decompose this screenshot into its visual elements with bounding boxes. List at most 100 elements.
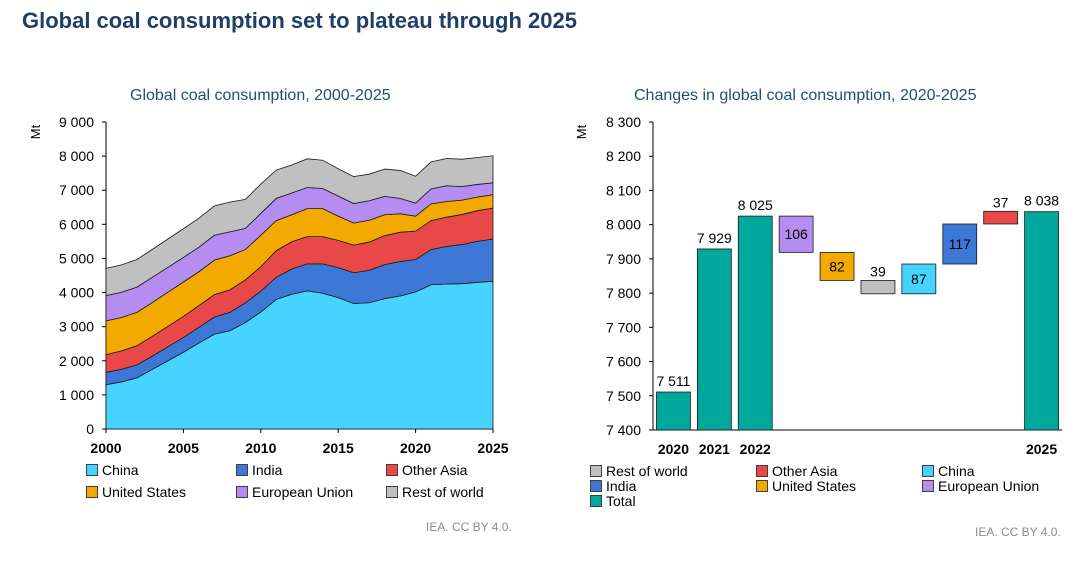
- bar-value-label: 7 511: [656, 373, 690, 389]
- legend-swatch: [756, 480, 768, 492]
- y-tick-label: 7 500: [606, 388, 641, 404]
- legend-label: India: [606, 478, 637, 494]
- y-tick-label: 8 200: [606, 148, 641, 164]
- bar-value-label: 37: [993, 194, 1009, 210]
- x-tick-label: 2010: [245, 440, 276, 456]
- legend-swatch: [922, 480, 934, 492]
- waterfall-chart: 7 400 7 500 7 600 7 700 7 800 7 900 8 000 8 100…: [574, 114, 1062, 457]
- y-tick-label: 4 000: [59, 285, 94, 301]
- legend-label: Rest of world: [402, 484, 484, 500]
- x-tick-label: 2025: [477, 440, 508, 456]
- legend-item-total: Total: [590, 493, 636, 509]
- area-rest-of-world: [105, 155, 494, 297]
- legend-swatch: [590, 495, 602, 507]
- bar-other-asia: [983, 210, 1019, 225]
- bar-total: [696, 248, 732, 431]
- x-tick-label: 2020: [400, 440, 431, 456]
- legend-label: Rest of world: [606, 463, 688, 479]
- area-chart-title: Global coal consumption, 2000-2025: [130, 87, 391, 104]
- credit-right: IEA. CC BY 4.0.: [975, 525, 1061, 539]
- legend-label: China: [938, 463, 975, 479]
- bar-total: [656, 391, 691, 431]
- legend-item-united-states: United States: [756, 478, 856, 494]
- legend-swatch: [86, 486, 98, 498]
- legend-swatch: [590, 465, 602, 477]
- bar-total: [1024, 211, 1059, 431]
- y-tick-label: 2 000: [59, 353, 94, 369]
- y-tick-label: 8 300: [606, 114, 641, 130]
- legend-item-other-asia: Other Asia: [386, 462, 467, 478]
- legend-item-china: China: [922, 463, 975, 479]
- y-tick-label: 8 000: [59, 148, 94, 164]
- x-tick-label: 2015: [323, 440, 354, 456]
- legend-swatch: [756, 465, 768, 477]
- bar-value-label: 106: [784, 226, 808, 242]
- y-tick-label: 7 800: [606, 285, 641, 301]
- bar-european-union: [778, 215, 814, 253]
- legend-label: European Union: [252, 484, 354, 500]
- y-tick-label: 5 000: [59, 250, 94, 266]
- bar-value-label: 8 038: [1024, 193, 1059, 209]
- waterfall-chart-legend: Rest of world Other Asia China India United …: [590, 463, 1070, 511]
- bar-total: [737, 215, 773, 431]
- legend-label: Total: [606, 493, 636, 509]
- y-axis-label: Mt: [574, 124, 589, 139]
- y-tick-label: 8 000: [606, 217, 641, 233]
- bar-united-states: [819, 251, 855, 281]
- bar-india: [942, 223, 978, 265]
- bar-value-label: 39: [870, 263, 886, 279]
- x-tick-label: 2021: [699, 441, 730, 457]
- y-tick-label: 7 900: [606, 251, 641, 267]
- bar-value-label: 8 025: [738, 197, 773, 213]
- bar-value-label: 117: [949, 236, 972, 252]
- legend-swatch: [86, 464, 98, 476]
- legend-item-india: India: [590, 478, 636, 494]
- legend-item-india: India: [236, 462, 282, 478]
- legend-swatch: [922, 465, 934, 477]
- legend-label: China: [102, 462, 139, 478]
- legend-label: India: [252, 462, 283, 478]
- legend-swatch: [386, 486, 398, 498]
- y-tick-label: 7 400: [606, 422, 641, 438]
- y-tick-label: 1 000: [59, 387, 94, 403]
- x-tick-label: 2000: [90, 440, 121, 456]
- legend-item-rest-of-world: Rest of world: [386, 484, 484, 500]
- legend-item-other-asia: Other Asia: [756, 463, 837, 479]
- bar-rest-of-world: [860, 280, 896, 295]
- x-tick-label: 2005: [168, 440, 199, 456]
- x-tick-label: 2025: [1026, 441, 1057, 457]
- legend-item-rest-of-world: Rest of world: [590, 463, 688, 479]
- bar-value-label: 87: [911, 271, 927, 287]
- bar-value-label: 7 929: [697, 230, 732, 246]
- y-tick-label: 3 000: [59, 319, 94, 335]
- legend-swatch: [386, 464, 398, 476]
- x-tick-label: 2020: [658, 441, 689, 457]
- legend-swatch: [236, 486, 248, 498]
- y-tick-label: 7 700: [606, 319, 641, 335]
- legend-label: Other Asia: [772, 463, 838, 479]
- legend-item-european-union: European Union: [922, 478, 1039, 494]
- waterfall-chart-title: Changes in global coal consumption, 2020…: [634, 87, 977, 104]
- legend-swatch: [590, 480, 602, 492]
- bar-value-label: 82: [829, 258, 845, 274]
- legend-item-united-states: United States: [86, 484, 186, 500]
- bar-china: [901, 263, 937, 295]
- area-chart-legend: China India Other Asia United States Europea…: [86, 462, 526, 506]
- legend-item-china: China: [86, 462, 139, 478]
- legend-label: United States: [102, 484, 187, 500]
- y-tick-label: 9 000: [59, 114, 94, 130]
- legend-label: United States: [772, 478, 857, 494]
- y-axis-label: Mt: [28, 124, 43, 139]
- area-chart: 0 1 000 2 000 3 000 4 000 5 000 6 000 7 000 8 00…: [28, 114, 509, 456]
- y-tick-label: 6 000: [59, 216, 94, 232]
- y-tick-label: 7 000: [59, 182, 94, 198]
- legend-swatch: [236, 464, 248, 476]
- y-tick-label: 8 100: [606, 182, 641, 198]
- x-tick-label: 2022: [740, 441, 771, 457]
- legend-label: European Union: [938, 478, 1040, 494]
- legend-label: Other Asia: [402, 462, 468, 478]
- credit-left: IEA. CC BY 4.0.: [426, 520, 512, 534]
- page-title: Global coal consumption set to plateau t…: [22, 8, 577, 33]
- y-tick-label: 7 600: [606, 354, 641, 370]
- legend-item-european-union: European Union: [236, 484, 353, 500]
